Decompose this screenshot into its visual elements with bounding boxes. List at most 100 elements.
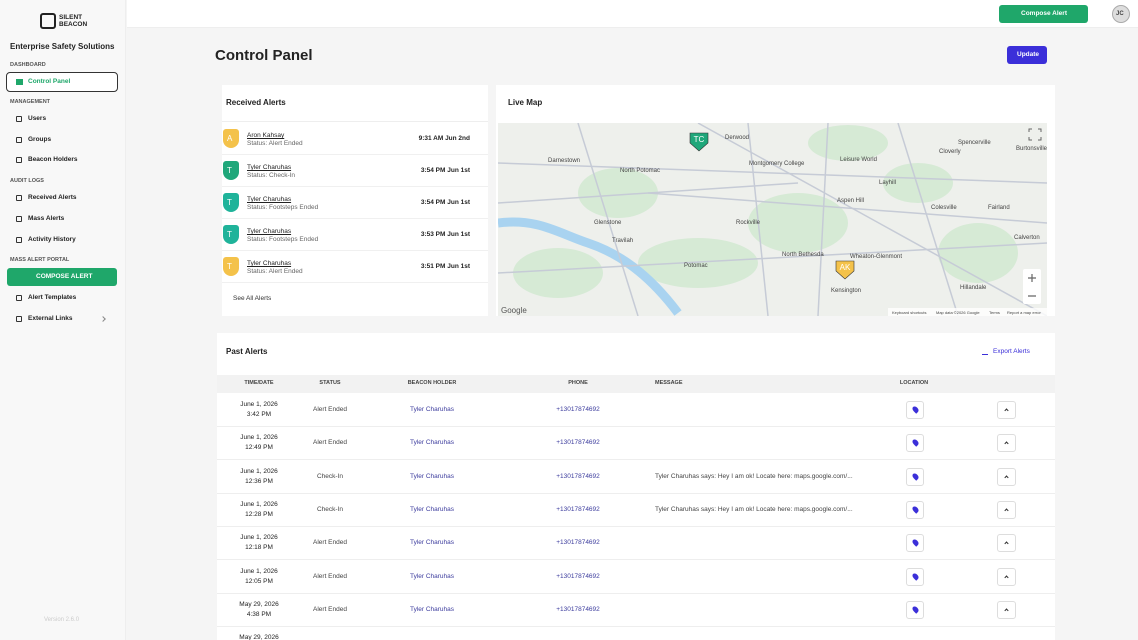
alert-time: 9:31 AM Jun 2nd bbox=[418, 135, 470, 142]
row-holder[interactable]: Tyler Charuhas bbox=[409, 539, 455, 547]
nav-item[interactable]: Activity History bbox=[28, 236, 76, 243]
location-button[interactable] bbox=[906, 434, 924, 453]
map[interactable]: Darnestown North Potomac Derwood Rockville A… bbox=[498, 123, 1047, 316]
map-attribution: Google bbox=[501, 306, 527, 315]
expand-button[interactable] bbox=[997, 600, 1016, 619]
org-name: Enterprise Safety Solutions bbox=[10, 42, 115, 51]
row-holder[interactable]: Tyler Charuhas bbox=[409, 406, 455, 413]
row-date: June 1, 2026 bbox=[240, 500, 278, 508]
alert-name[interactable]: Tyler Charuhas bbox=[247, 260, 292, 267]
card-title: Live Map bbox=[508, 98, 543, 107]
column-header: PHONE bbox=[568, 380, 588, 386]
alert-time: 3:54 PM Jun 1st bbox=[420, 167, 470, 174]
location-button[interactable] bbox=[906, 500, 924, 519]
location-button[interactable] bbox=[906, 534, 924, 553]
row-phone[interactable]: +13017874692 bbox=[556, 539, 600, 547]
logo-text: BEACON bbox=[59, 21, 88, 28]
divider bbox=[222, 218, 488, 219]
map-label: Montgomery College bbox=[749, 161, 805, 167]
location-button[interactable] bbox=[906, 567, 924, 586]
expand-button[interactable] bbox=[997, 434, 1016, 453]
nav-icon bbox=[16, 195, 22, 201]
update-label[interactable]: Update bbox=[1017, 51, 1040, 58]
avatar[interactable] bbox=[1112, 5, 1130, 23]
nav-active[interactable] bbox=[6, 72, 118, 92]
alert-time: 3:51 PM Jun 1st bbox=[420, 263, 470, 270]
nav-icon bbox=[16, 157, 22, 163]
row-holder[interactable]: Tyler Charuhas bbox=[409, 605, 455, 613]
map-marker-label: TC bbox=[694, 135, 705, 144]
update-button[interactable] bbox=[1007, 46, 1047, 64]
row-holder[interactable]: Tyler Charuhas bbox=[409, 505, 455, 513]
row-date: June 1, 2026 bbox=[240, 434, 278, 442]
alert-name[interactable]: Aron Kahsay bbox=[247, 132, 285, 139]
map-label: Spencerville bbox=[958, 140, 991, 146]
map-label: Rockville bbox=[736, 220, 761, 226]
row-date: May 29, 2026 bbox=[239, 634, 279, 640]
row-message: Tyler Charuhas says: Hey I am ok! Locate… bbox=[655, 472, 853, 480]
location-button[interactable] bbox=[906, 467, 924, 486]
logo-icon bbox=[40, 13, 56, 29]
row-divider bbox=[217, 592, 1055, 594]
avatar-initials[interactable]: JC bbox=[1116, 11, 1124, 17]
row-divider bbox=[217, 625, 1055, 627]
row-phone[interactable]: +13017874692 bbox=[556, 605, 600, 613]
card-title: Past Alerts bbox=[226, 347, 268, 356]
chevron-up bbox=[1004, 474, 1009, 480]
row-phone[interactable]: +13017874692 bbox=[556, 472, 600, 480]
row-phone[interactable]: +13017874692 bbox=[556, 406, 600, 413]
expand-button[interactable] bbox=[997, 534, 1016, 553]
row-phone[interactable]: +13017874692 bbox=[556, 572, 600, 580]
alert-name[interactable]: Tyler Charuhas bbox=[247, 228, 292, 235]
expand-button[interactable] bbox=[997, 500, 1016, 519]
location-button[interactable] bbox=[906, 401, 924, 419]
row-holder[interactable]: Tyler Charuhas bbox=[409, 439, 455, 447]
nav-item[interactable]: Control Panel bbox=[28, 78, 71, 85]
pin-icon bbox=[911, 438, 920, 448]
expand-button[interactable] bbox=[997, 467, 1016, 486]
row-holder[interactable]: Tyler Charuhas bbox=[409, 472, 455, 480]
see-all-link[interactable]: See All Alerts bbox=[233, 295, 272, 302]
nav-icon bbox=[16, 79, 23, 85]
compose-alert-button[interactable] bbox=[999, 5, 1088, 23]
map-label: Glenstone bbox=[594, 220, 622, 226]
nav-item[interactable]: Received Alerts bbox=[28, 194, 77, 201]
row-phone[interactable]: +13017874692 bbox=[556, 505, 600, 513]
map-footer: Terms bbox=[989, 310, 1000, 315]
map-label: Travilah bbox=[612, 238, 633, 244]
map-feature bbox=[498, 217, 682, 316]
nav-item[interactable]: Groups bbox=[28, 136, 52, 143]
compose-button-label[interactable]: COMPOSE ALERT bbox=[36, 273, 93, 280]
expand-button[interactable] bbox=[997, 401, 1016, 419]
alert-name[interactable]: Tyler Charuhas bbox=[247, 196, 292, 203]
compose-alert-label[interactable]: Compose Alert bbox=[1021, 10, 1067, 17]
pin-icon bbox=[911, 605, 920, 614]
map-footer: Report a map error bbox=[1007, 310, 1041, 315]
nav-item[interactable]: External Links bbox=[28, 315, 73, 322]
map-footer: Map data ©2026 Google bbox=[936, 310, 980, 315]
nav-item[interactable]: Beacon Holders bbox=[28, 156, 78, 163]
expand-button[interactable] bbox=[997, 567, 1016, 586]
row-holder[interactable]: Tyler Charuhas bbox=[409, 572, 455, 580]
nav-icon bbox=[16, 137, 22, 143]
compose-button[interactable] bbox=[7, 268, 117, 286]
row-phone[interactable]: +13017874692 bbox=[556, 439, 600, 447]
map-feature bbox=[498, 162, 1047, 184]
row-date: June 1, 2026 bbox=[240, 534, 278, 542]
map-feature bbox=[808, 125, 888, 161]
alert-name[interactable]: Tyler Charuhas bbox=[247, 164, 292, 171]
location-button[interactable] bbox=[906, 600, 924, 619]
nav-item[interactable]: Alert Templates bbox=[28, 294, 77, 301]
chevron-up bbox=[1004, 508, 1009, 513]
chevron-up bbox=[1004, 608, 1009, 613]
map-footer-bg bbox=[888, 308, 1047, 316]
alert-time: 3:53 PM Jun 1st bbox=[420, 231, 470, 238]
export-link[interactable]: Export Alerts bbox=[993, 348, 1030, 355]
map-feature bbox=[938, 223, 1018, 283]
map-label: North Bethesda bbox=[782, 252, 824, 258]
nav-item[interactable]: Users bbox=[28, 115, 47, 122]
nav-item[interactable]: Mass Alerts bbox=[28, 215, 65, 222]
row-time: 12:36 PM bbox=[245, 477, 273, 485]
column-header: TIME/DATE bbox=[244, 380, 274, 386]
zoom-icons bbox=[1028, 274, 1036, 297]
